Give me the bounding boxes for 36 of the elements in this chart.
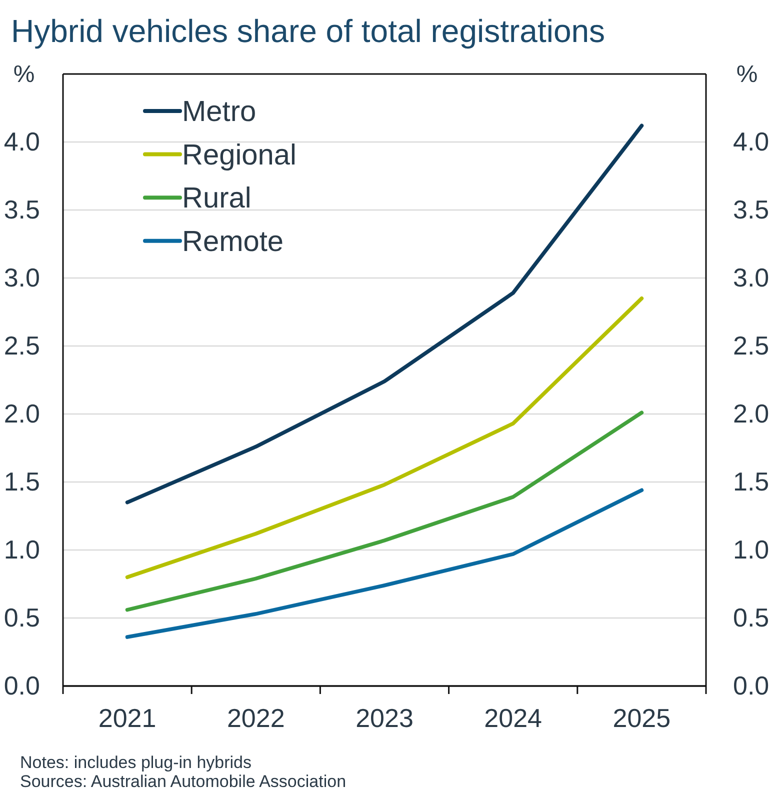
line-series xyxy=(125,410,644,612)
legend-label: Metro xyxy=(182,96,256,128)
y-tick-label: 2.5 xyxy=(4,330,40,360)
y2-tick-label: 4.0 xyxy=(733,126,770,156)
legend-label: Regional xyxy=(182,139,296,172)
y2-tick-label: 0.0 xyxy=(733,670,770,700)
y-tick-label: 1.0 xyxy=(4,534,40,564)
x-tick-label: 2023 xyxy=(356,703,414,733)
y-tick-label: 0.5 xyxy=(4,602,40,632)
x-tick-label: 2021 xyxy=(98,703,156,733)
line-series xyxy=(125,124,644,504)
legend-label: Remote xyxy=(182,226,284,258)
y2-axis-title: % xyxy=(736,61,758,88)
y-tick-label: 1.5 xyxy=(4,466,40,496)
line-series xyxy=(125,488,644,639)
text: Notes: includes plug-in hybrids xyxy=(20,753,252,772)
line-series xyxy=(125,296,644,580)
chart-title: Hybrid vehicles share of total registrations xyxy=(11,13,606,49)
y2-tick-label: 3.5 xyxy=(733,194,770,224)
y2-tick-label: 3.0 xyxy=(733,262,770,292)
y2-tick-label: 0.5 xyxy=(733,602,770,632)
y-tick-label: 2.0 xyxy=(4,398,40,428)
y2-tick-label: 2.5 xyxy=(733,330,770,360)
y-tick-label: 4.0 xyxy=(4,126,40,156)
y2-tick-label: 1.5 xyxy=(733,466,770,496)
y-axis-title: % xyxy=(13,61,35,88)
source-note: Sources: Australian Automobile Association xyxy=(20,772,346,791)
y2-tick-label: 2.0 xyxy=(733,398,770,428)
y-tick-label: 0.0 xyxy=(4,670,40,700)
y-tick-label: 3.5 xyxy=(4,194,40,224)
x-tick-label: 2024 xyxy=(484,703,542,733)
y-tick-label: 3.0 xyxy=(4,262,40,292)
y2-tick-label: 1.0 xyxy=(733,534,770,564)
legend-label: Rural xyxy=(182,182,252,215)
x-tick-label: 2025 xyxy=(612,703,671,733)
x-tick-label: 2022 xyxy=(226,703,285,733)
